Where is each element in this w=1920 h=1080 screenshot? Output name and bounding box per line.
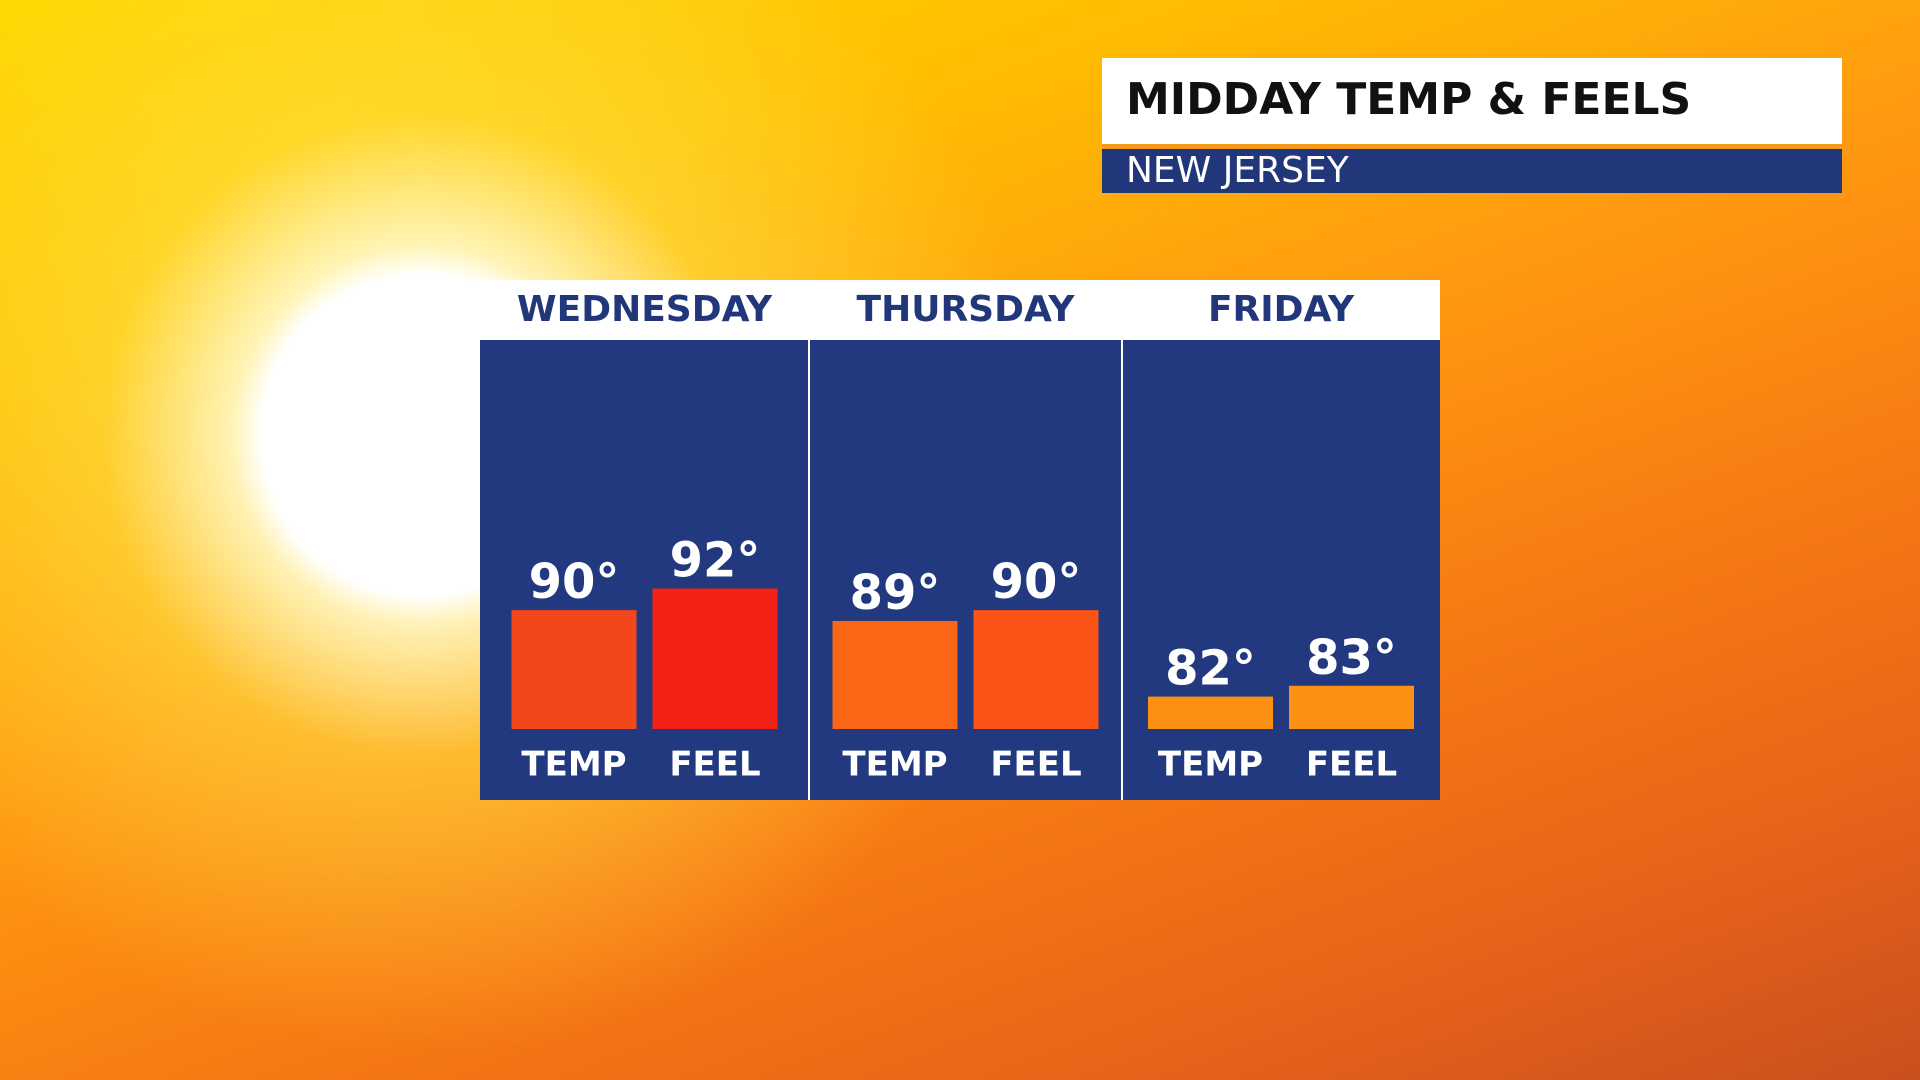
value-label: 89° (850, 565, 941, 621)
bar (973, 610, 1099, 729)
value-label: 90° (529, 554, 620, 610)
chart-subtitle: NEW JERSEY (1126, 150, 1350, 191)
value-label: 83° (1306, 630, 1397, 686)
bar (511, 610, 637, 729)
day-label: THURSDAY (857, 289, 1076, 330)
series-label: TEMP (521, 745, 626, 785)
bar (652, 588, 778, 729)
series-label: FEEL (1306, 745, 1397, 785)
chart-title: MIDDAY TEMP & FEELS (1126, 74, 1691, 125)
bar (832, 620, 958, 729)
bar (1289, 685, 1414, 729)
panel (480, 340, 1440, 800)
series-label: FEEL (990, 745, 1081, 785)
day-label: FRIDAY (1208, 289, 1355, 330)
title-rule (1102, 144, 1842, 149)
series-label: FEEL (669, 745, 760, 785)
series-label: TEMP (1158, 745, 1263, 785)
value-label: 90° (991, 554, 1082, 610)
value-label: 92° (670, 533, 761, 589)
series-label: TEMP (842, 745, 947, 785)
subtitle-box (1102, 149, 1842, 193)
bar (1148, 696, 1273, 729)
title-box (1102, 58, 1842, 144)
day-header (480, 280, 1440, 340)
day-label: WEDNESDAY (517, 289, 773, 330)
value-label: 82° (1165, 641, 1256, 697)
